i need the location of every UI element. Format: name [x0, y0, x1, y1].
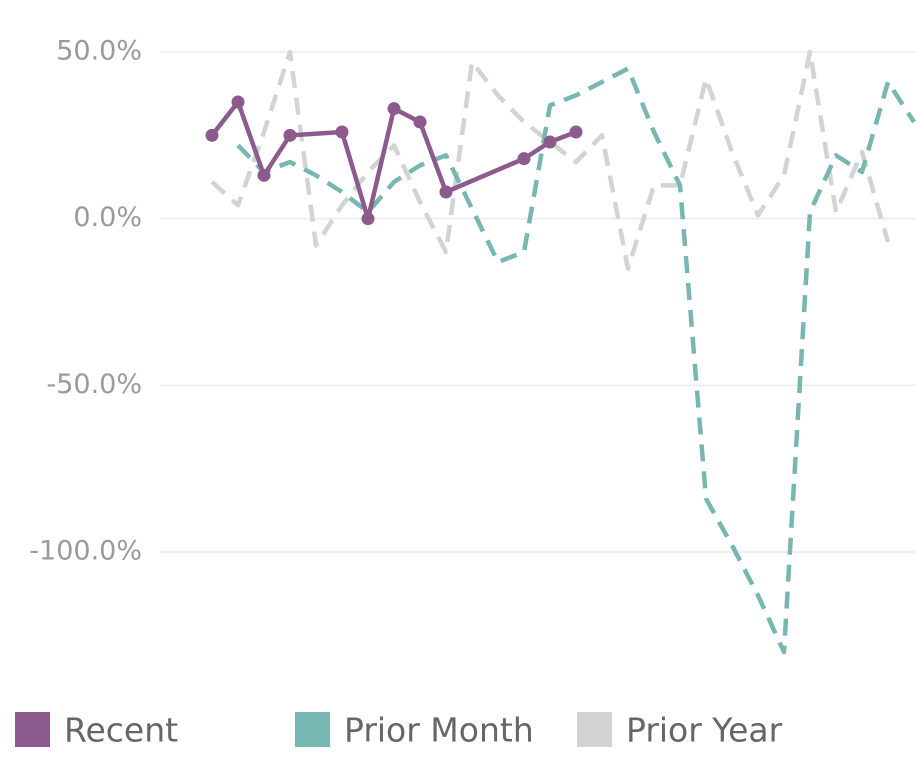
point: [335, 125, 349, 139]
point: [517, 152, 531, 166]
point: [439, 185, 453, 199]
legend-swatch: [295, 712, 330, 747]
point: [543, 135, 557, 149]
legend-swatch: [577, 712, 612, 747]
legend-label: Recent: [64, 711, 178, 750]
series-line: [236, 66, 916, 655]
series-line: [210, 49, 891, 271]
y-tick-label: 50.0%: [56, 36, 142, 67]
y-tick-label: 0.0%: [73, 202, 142, 233]
point: [283, 128, 297, 142]
point: [387, 102, 401, 116]
legend-label: Prior Year: [626, 711, 783, 750]
point: [231, 95, 245, 109]
point: [205, 128, 219, 142]
legend-label: Prior Month: [344, 711, 534, 750]
y-tick-label: -100.0%: [29, 536, 142, 567]
point: [569, 125, 583, 139]
y-tick-label: -50.0%: [46, 369, 142, 400]
point: [257, 168, 271, 182]
point: [361, 212, 375, 226]
point: [413, 115, 427, 129]
legend-swatch: [15, 712, 50, 747]
